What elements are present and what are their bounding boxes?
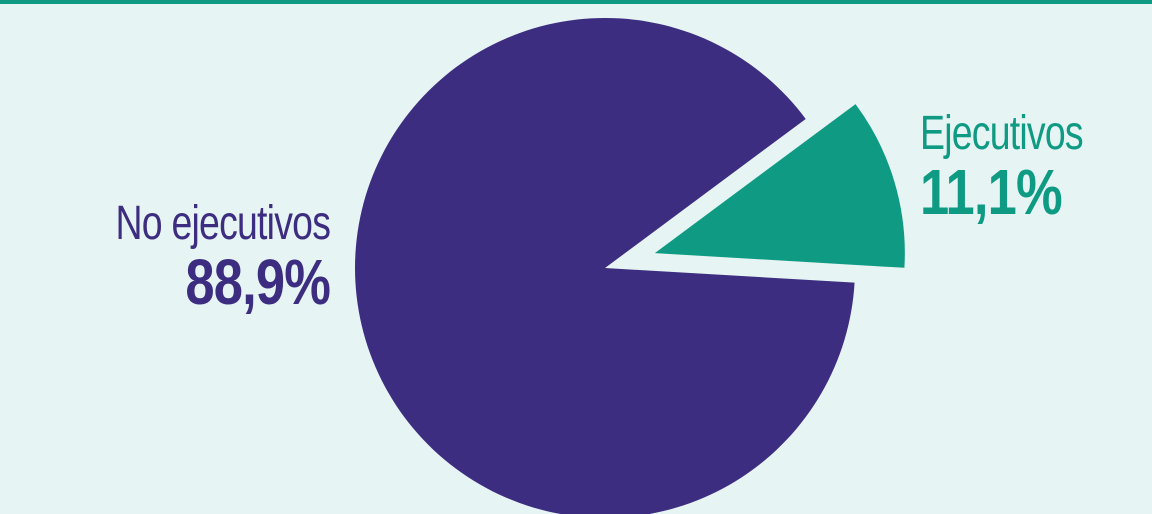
pie-slice-ejecutivos — [654, 104, 905, 268]
category-label-ejecutivos: Ejecutivos — [920, 107, 1084, 160]
pie-slice-no-ejecutivos — [355, 18, 855, 514]
value-label-ejecutivos: 11,1% — [920, 156, 1063, 228]
label-no-ejecutivos: No ejecutivos 88,9% — [55, 197, 331, 318]
label-ejecutivos: Ejecutivos 11,1% — [920, 107, 1129, 228]
category-label-no-ejecutivos: No ejecutivos — [115, 197, 330, 250]
value-label-no-ejecutivos: 88,9% — [185, 246, 331, 318]
top-accent-rule — [0, 0, 1152, 4]
